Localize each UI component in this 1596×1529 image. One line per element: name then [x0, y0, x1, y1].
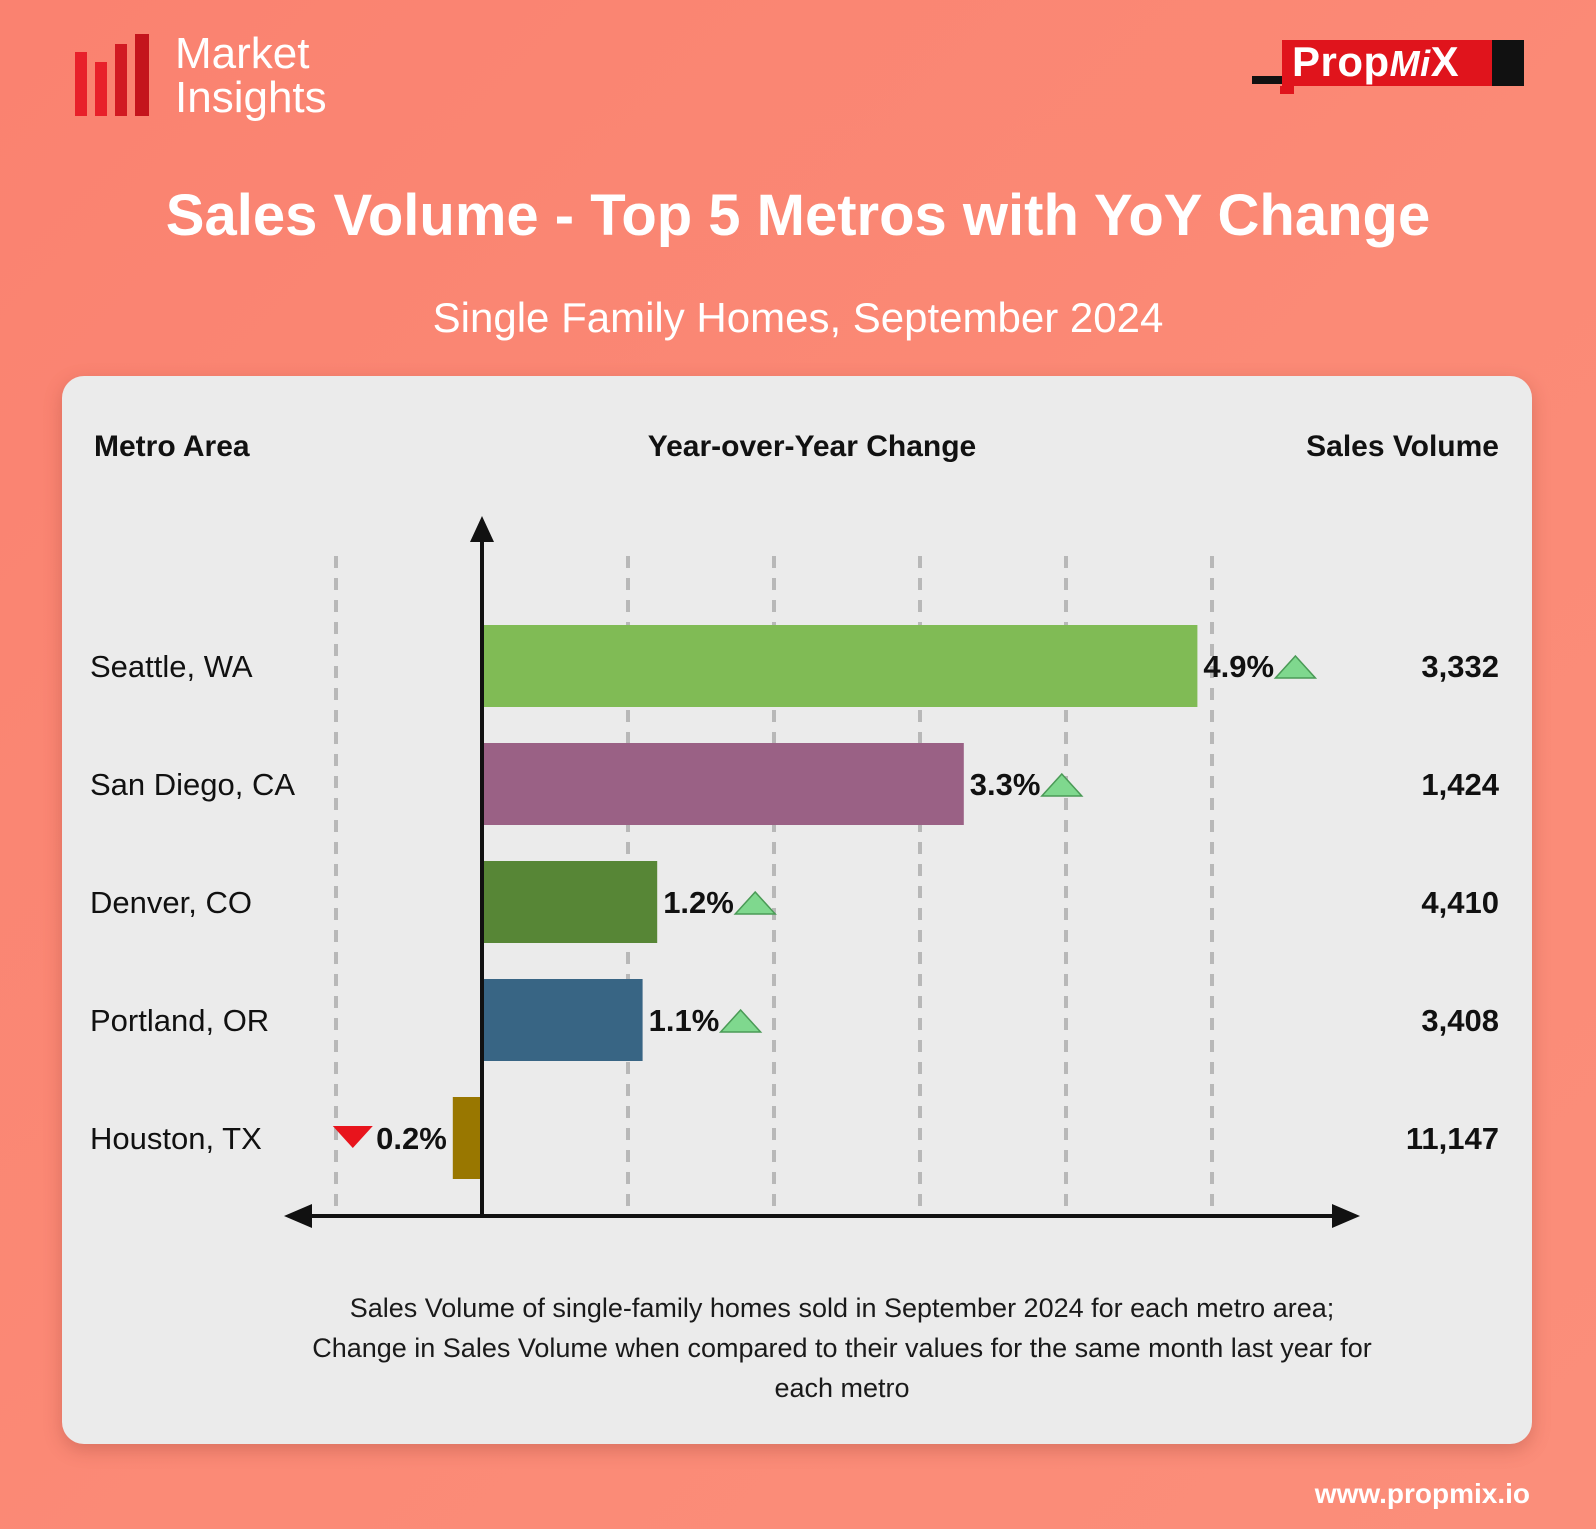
- brand-text: PropMiX: [1292, 38, 1459, 86]
- logo-text: Market Insights: [175, 32, 327, 120]
- chart-caption: Sales Volume of single-family homes sold…: [242, 1288, 1442, 1408]
- yoy-label: 1.2%: [663, 885, 734, 920]
- sales-volume-label: 1,424: [1421, 767, 1499, 802]
- bar: [482, 861, 658, 943]
- up-arrow-icon: [1040, 772, 1084, 797]
- up-arrow-icon: [718, 1008, 763, 1033]
- yoy-label: 0.2%: [376, 1121, 447, 1156]
- bar: [452, 1097, 482, 1179]
- market-insights-logo: Market Insights: [75, 32, 405, 122]
- brand-x: X: [1430, 38, 1460, 85]
- chart-panel: Metro Area Year-over-Year Change Sales Vol…: [62, 376, 1532, 1444]
- brand-main: Prop: [1292, 38, 1390, 85]
- bar: [482, 743, 964, 825]
- down-arrow-icon: [332, 1126, 373, 1148]
- sales-volume-label: 4,410: [1421, 885, 1499, 920]
- brand-accent-dark: [1252, 76, 1282, 84]
- metro-label: Denver, CO: [90, 885, 252, 920]
- yoy-column-header: Year-over-Year Change: [648, 430, 977, 463]
- brand-accent-red: [1280, 86, 1294, 94]
- yoy-bar-chart: Metro Area Year-over-Year Change Sales Vol…: [90, 430, 1500, 1228]
- bar: [482, 979, 643, 1061]
- brand-mi: Mi: [1389, 43, 1431, 84]
- yoy-label: 1.1%: [649, 1003, 720, 1038]
- logo-line2: Insights: [175, 73, 327, 122]
- bar: [482, 625, 1198, 707]
- bar-chart-logo-icon: [75, 34, 149, 116]
- metro-label: San Diego, CA: [90, 767, 295, 802]
- y-axis-arrow-icon: [470, 516, 494, 542]
- website-url[interactable]: www.propmix.io: [1314, 1478, 1530, 1509]
- volume-column-header: Sales Volume: [1306, 430, 1499, 463]
- yoy-label: 4.9%: [1203, 649, 1274, 684]
- metro-label: Houston, TX: [90, 1121, 262, 1156]
- metro-label: Portland, OR: [90, 1003, 269, 1038]
- page-title: Sales Volume - Top 5 Metros with YoY Cha…: [165, 183, 1431, 248]
- caption-line1: Sales Volume of single-family homes sold…: [349, 1293, 1335, 1323]
- x-axis-left-arrow-icon: [284, 1204, 312, 1228]
- sales-volume-label: 3,332: [1421, 649, 1499, 684]
- propmix-logo: PropMiX: [1252, 38, 1524, 94]
- caption-line3: each metro: [774, 1373, 910, 1403]
- caption-line2: Change in Sales Volume when compared to …: [312, 1333, 1372, 1363]
- x-axis-right-arrow-icon: [1332, 1204, 1360, 1228]
- metro-column-header: Metro Area: [94, 430, 250, 463]
- up-arrow-icon: [733, 890, 777, 915]
- page-subtitle: Single Family Homes, September 2024: [432, 294, 1164, 341]
- logo-line1: Market: [175, 29, 310, 78]
- brand-box-red: [1282, 40, 1492, 86]
- sales-volume-label: 11,147: [1406, 1121, 1499, 1156]
- up-arrow-icon: [1273, 654, 1318, 679]
- metro-label: Seattle, WA: [90, 649, 253, 684]
- sales-volume-label: 3,408: [1421, 1003, 1499, 1038]
- yoy-label: 3.3%: [970, 767, 1041, 802]
